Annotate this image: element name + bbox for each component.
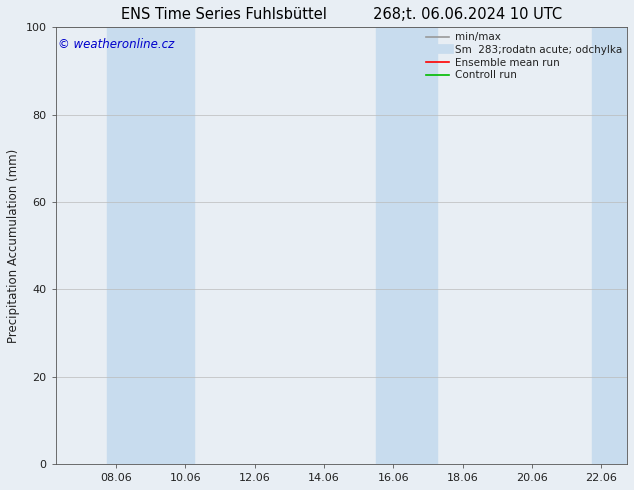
Text: © weatheronline.cz: © weatheronline.cz (58, 38, 174, 51)
Y-axis label: Precipitation Accumulation (mm): Precipitation Accumulation (mm) (7, 148, 20, 343)
Bar (376, 27, 437, 464)
Bar (108, 27, 194, 464)
Legend: min/max, Sm  283;rodatn acute; odchylka, Ensemble mean run, Controll run: min/max, Sm 283;rodatn acute; odchylka, … (427, 32, 622, 80)
Bar (592, 27, 627, 464)
Title: ENS Time Series Fuhlsbüttel          268;t. 06.06.2024 10 UTC: ENS Time Series Fuhlsbüttel 268;t. 06.06… (120, 7, 562, 22)
